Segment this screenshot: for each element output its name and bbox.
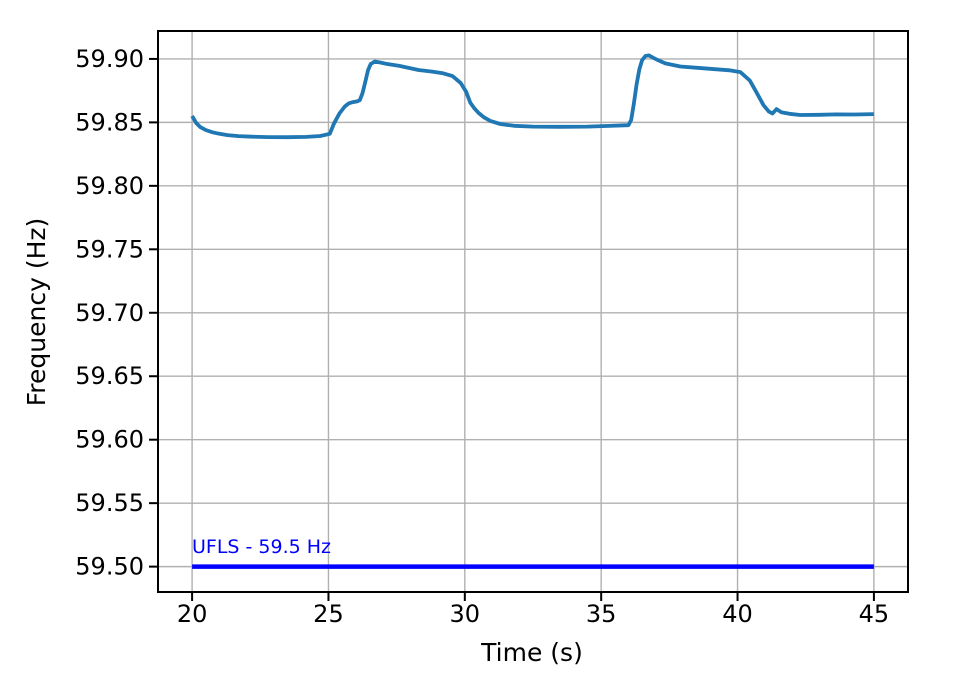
y-tick-label: 59.85: [75, 108, 144, 136]
y-tick-label: 59.55: [75, 489, 144, 517]
y-tick-label: 59.80: [75, 172, 144, 200]
y-tick-label: 59.75: [75, 235, 144, 263]
ufls-threshold-label: UFLS - 59.5 Hz: [192, 536, 332, 558]
y-tick-label: 59.60: [75, 426, 144, 454]
y-tick-label: 59.70: [75, 299, 144, 327]
y-tick-label: 59.50: [75, 553, 144, 581]
y-axis-label: Frequency (Hz): [22, 217, 51, 407]
x-tick-label: 20: [177, 600, 208, 628]
y-tick-label: 59.90: [75, 45, 144, 73]
x-tick-label: 40: [722, 600, 753, 628]
x-tick-label: 45: [859, 600, 890, 628]
x-tick-label: 30: [450, 600, 481, 628]
x-tick-label: 35: [586, 600, 617, 628]
series-system-frequency: [190, 53, 874, 140]
x-tick-label: 25: [313, 600, 344, 628]
y-tick-label: 59.65: [75, 362, 144, 390]
plot-spines: [157, 30, 909, 593]
x-axis-label: Time (s): [481, 638, 583, 667]
